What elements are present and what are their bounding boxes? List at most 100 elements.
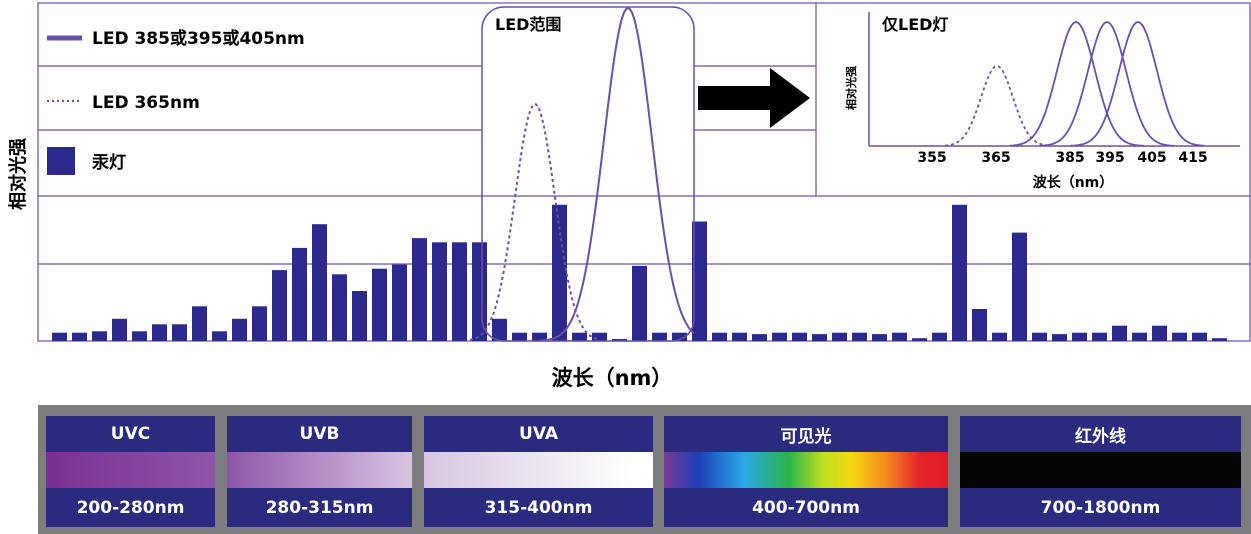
mercury-bar	[412, 238, 427, 341]
band-uva: UVA 315-400nm	[424, 416, 653, 527]
band-gradient	[424, 452, 653, 488]
mercury-bar	[772, 332, 787, 341]
mercury-bar	[92, 331, 107, 341]
mercury-bar	[272, 270, 287, 341]
mercury-bar	[592, 332, 607, 341]
mercury-bar	[72, 332, 87, 341]
mercury-bar	[652, 332, 667, 341]
mercury-bar	[712, 332, 727, 341]
band-range: 700-1800nm	[960, 488, 1241, 527]
mercury-bar	[1152, 325, 1167, 341]
mercury-bar	[792, 332, 807, 341]
mercury-bar	[332, 274, 347, 341]
mercury-bar	[452, 242, 467, 341]
mercury-bar	[1092, 332, 1107, 341]
band-range: 400-700nm	[664, 488, 948, 527]
inset-ticks: 355 365 385 395 405 415	[917, 150, 1207, 166]
mercury-bar	[252, 306, 267, 342]
mercury-bar	[932, 332, 947, 341]
band-name: UVC	[46, 416, 215, 452]
mercury-bar	[192, 306, 207, 342]
mercury-bar	[552, 204, 567, 341]
mercury-bar	[892, 332, 907, 341]
band-name: UVB	[227, 416, 412, 452]
y-axis-label: 相对光强	[7, 138, 29, 210]
mercury-bar	[852, 332, 867, 341]
mercury-bar	[632, 265, 647, 341]
band-name: 可见光	[664, 416, 948, 452]
mercury-bar	[1172, 332, 1187, 341]
mercury-bar	[972, 309, 987, 341]
band-visible: 可见光 400-700nm	[664, 416, 948, 527]
legend: LED 385或395或405nm LED 365nm 汞灯	[47, 28, 305, 175]
inset-405-curve	[1069, 21, 1205, 147]
band-gradient	[960, 452, 1241, 488]
mercury-bar	[612, 339, 627, 341]
inset-395-curve	[1039, 21, 1175, 147]
mercury-bar	[1012, 232, 1027, 341]
mercury-bar	[832, 332, 847, 341]
inset-385-curve	[1009, 21, 1145, 147]
led-385-curve	[539, 6, 695, 342]
legend-label-led-365: LED 365nm	[92, 93, 200, 113]
mercury-bar	[872, 334, 887, 342]
mercury-bar	[992, 332, 1007, 341]
band-infrared: 红外线 700-1800nm	[960, 416, 1241, 527]
mercury-bar	[952, 204, 967, 341]
mercury-bar	[912, 338, 927, 341]
mercury-bar	[1032, 332, 1047, 341]
band-uvc: UVC 200-280nm	[46, 416, 215, 527]
legend-label-mercury: 汞灯	[91, 153, 126, 173]
mercury-bar	[1052, 334, 1067, 342]
mercury-bar	[392, 264, 407, 342]
mercury-bar	[732, 332, 747, 341]
led-range-label: LED范围	[495, 15, 561, 34]
x-axis-label: 波长（nm）	[552, 366, 673, 390]
inset-chart: 仅LED灯 相对光强 355 365 385 395 405 415 波长（nm）	[844, 12, 1240, 191]
inset-tick-label: 405	[1137, 150, 1166, 166]
mercury-bar	[692, 221, 707, 341]
mercury-bar	[1072, 332, 1087, 341]
mercury-bar	[812, 334, 827, 342]
inset-365-curve	[944, 65, 1050, 147]
band-gradient	[227, 452, 412, 488]
mercury-bar	[152, 324, 167, 341]
band-range: 315-400nm	[424, 488, 653, 527]
mercury-bar	[572, 332, 587, 341]
mercury-bar	[512, 332, 527, 341]
inset-tick-label: 415	[1178, 150, 1207, 166]
mercury-bar	[292, 247, 307, 341]
mercury-bar	[372, 268, 387, 341]
inset-tick-label: 355	[917, 150, 946, 166]
band-name: UVA	[424, 416, 653, 452]
led-365-curve	[469, 103, 601, 341]
mercury-bar	[212, 331, 227, 341]
mercury-bar	[492, 318, 507, 341]
mercury-bar	[752, 334, 767, 342]
band-gradient	[46, 452, 215, 488]
inset-tick-label: 365	[981, 150, 1010, 166]
mercury-bar	[52, 332, 67, 341]
inset-y-axis-label: 相对光强	[844, 66, 858, 110]
band-range: 200-280nm	[46, 488, 215, 527]
legend-label-led-385: LED 385或395或405nm	[92, 28, 305, 49]
mercury-bar	[472, 242, 487, 341]
mercury-bar	[1132, 332, 1147, 341]
mercury-bar	[1112, 325, 1127, 341]
inset-tick-label: 385	[1055, 150, 1084, 166]
mercury-bar	[672, 332, 687, 341]
inset-tick-label: 395	[1095, 150, 1124, 166]
mercury-bars	[52, 204, 1227, 342]
inset-x-axis-label: 波长（nm）	[1033, 174, 1114, 191]
band-gradient	[664, 452, 948, 488]
mercury-bar	[352, 291, 367, 341]
mercury-bar	[132, 331, 147, 341]
mercury-bar	[172, 324, 187, 341]
legend-bar-swatch	[47, 147, 75, 175]
mercury-bar	[232, 318, 247, 341]
mercury-bar	[1212, 338, 1227, 341]
band-range: 280-315nm	[227, 488, 412, 527]
inset-title: 仅LED灯	[881, 15, 948, 34]
band-name: 红外线	[960, 416, 1241, 452]
